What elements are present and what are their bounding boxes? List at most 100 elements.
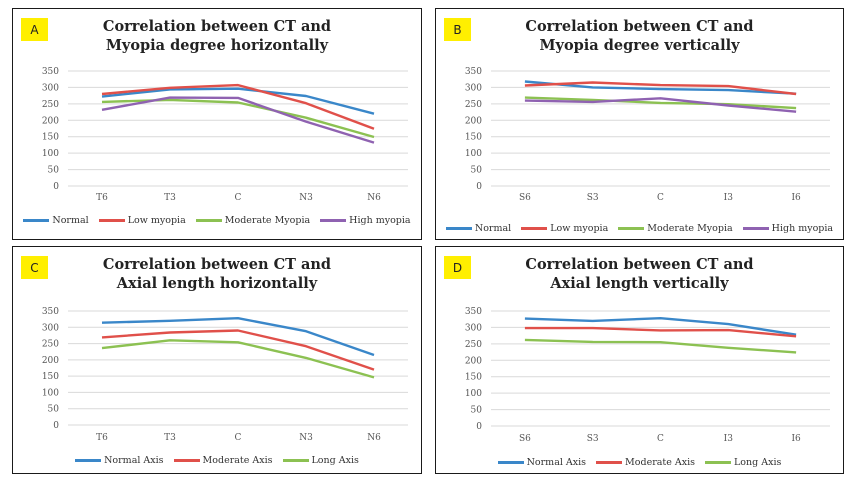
chart-plot-a: 0 50 100 150 200 250 300 350 T6 T3 C N3 N6: [42, 67, 408, 203]
panel-label-badge: D: [444, 256, 471, 279]
y-tick-label: 50: [48, 405, 60, 415]
y-tick-label: 300: [465, 83, 482, 93]
series-line: [101, 329, 375, 371]
legend-item: Normal Axis: [75, 455, 164, 466]
panel-label-badge: C: [21, 256, 48, 279]
y-tick-label: 150: [42, 133, 59, 143]
legend-label: Long Axis: [734, 457, 782, 468]
legend-label: High myopia: [771, 223, 834, 234]
series-line: [101, 339, 375, 379]
x-tick-label: I3: [724, 434, 734, 444]
series-line: [101, 83, 375, 130]
legend-label: Moderate Axis: [202, 455, 273, 466]
chart-panel-d: 0 50 100 150 200 250 300 350 S6 S3 C I3 I6 D Correla…: [435, 246, 844, 474]
legend-item: Moderate Axis: [173, 455, 273, 466]
y-tick-label: 50: [471, 406, 483, 416]
y-tick-label: 150: [465, 133, 482, 143]
legend-item: Low myopia: [521, 223, 608, 234]
chart-title-line-1: Correlation between CT and: [525, 18, 754, 35]
legend-swatch: [596, 461, 623, 464]
y-tick-label: 300: [465, 323, 482, 333]
chart-title: Correlation between CT and Axial length …: [13, 255, 421, 293]
x-tick-label: T3: [164, 433, 176, 443]
legend-swatch: [497, 461, 524, 464]
chart-panel-c: 0 50 100 150 200 250 300 350 T6 T3 C N3 N6 C Correla…: [12, 246, 422, 474]
legend-item: Moderate Myopia: [618, 223, 733, 234]
chart-title: Correlation between CT and Axial length …: [436, 255, 843, 293]
series-line: [101, 96, 375, 144]
series-line: [101, 87, 375, 115]
legend-label: Normal: [52, 215, 89, 226]
x-tick-label: T6: [96, 433, 108, 443]
x-tick-label: I6: [791, 193, 801, 203]
chart-panel-a: 0 50 100 150 200 250 300 350 T6 T3 C N3 N6 A Correla…: [12, 8, 422, 240]
legend-label: High myopia: [349, 215, 411, 226]
y-tick-label: 50: [48, 166, 60, 176]
legend-label: Long Axis: [311, 455, 359, 466]
series-line: [524, 326, 797, 338]
chart-title-line-1: Correlation between CT and: [525, 256, 754, 273]
y-tick-label: 200: [42, 116, 59, 126]
y-tick-label: 300: [42, 83, 59, 93]
series-line: [524, 81, 797, 96]
chart-title-line-1: Correlation between CT and: [102, 18, 332, 35]
chart-plot-b: 0 50 100 150 200 250 300 350 S6 S3 C I3 I6: [465, 67, 830, 203]
x-tick-label: N3: [299, 433, 313, 443]
legend-swatch: [521, 227, 548, 230]
x-tick-label: T6: [96, 193, 108, 203]
legend-swatch: [320, 219, 347, 222]
y-tick-label: 100: [42, 388, 59, 398]
legend-swatch: [742, 227, 769, 230]
x-tick-label: N3: [299, 193, 313, 203]
legend-item: Long Axis: [282, 455, 359, 466]
chart-title-line-2: Myopia degree vertically: [539, 37, 740, 54]
legend-label: Moderate Myopia: [224, 215, 311, 226]
y-tick-label: 100: [465, 389, 482, 399]
legend-label: Normal: [474, 223, 512, 234]
legend-label: Moderate Myopia: [647, 223, 733, 234]
x-tick-label: C: [657, 434, 664, 444]
x-tick-label: N6: [367, 193, 381, 203]
y-tick-label: 250: [465, 340, 482, 350]
legend-swatch: [98, 219, 125, 222]
x-tick-label: S6: [519, 434, 531, 444]
legend-label: Normal Axis: [104, 455, 164, 466]
chart-title-line-2: Myopia degree horizontally: [105, 37, 329, 54]
y-tick-label: 100: [42, 149, 59, 159]
series-line: [524, 80, 797, 95]
y-tick-label: 100: [465, 149, 482, 159]
y-tick-label: 0: [53, 421, 59, 431]
chart-panel-b: 0 50 100 150 200 250 300 350 S6 S3 C I3 I6 B Correla…: [435, 8, 844, 240]
y-tick-label: 50: [471, 166, 483, 176]
chart-legend: Normal Axis Moderate Axis Long Axis: [13, 455, 421, 466]
y-tick-label: 350: [465, 67, 482, 77]
legend-item: Long Axis: [705, 457, 781, 468]
x-tick-label: C: [235, 193, 242, 203]
y-tick-label: 200: [465, 356, 482, 366]
x-tick-label: S3: [587, 193, 599, 203]
legend-item: High myopia: [742, 223, 834, 234]
y-tick-label: 150: [465, 373, 482, 383]
legend-item: Low myopia: [98, 215, 186, 226]
y-tick-label: 250: [42, 340, 59, 350]
chart-legend: Normal Axis Moderate Axis Long Axis: [436, 457, 843, 468]
series-line: [524, 338, 797, 354]
x-tick-label: S6: [519, 193, 531, 203]
x-tick-label: I3: [724, 193, 734, 203]
series-line: [524, 97, 797, 113]
legend-item: Normal: [445, 223, 512, 234]
x-tick-label: C: [657, 193, 664, 203]
y-tick-label: 150: [42, 372, 59, 382]
y-tick-label: 300: [42, 323, 59, 333]
chart-title: Correlation between CT and Myopia degree…: [436, 17, 843, 55]
legend-swatch: [705, 461, 731, 464]
chart-title-line-1: Correlation between CT and: [102, 256, 332, 273]
chart-plot-c: 0 50 100 150 200 250 300 350 T6 T3 C N3 N6: [42, 307, 408, 443]
legend-item: Moderate Myopia: [195, 215, 311, 226]
legend-label: Moderate Axis: [625, 457, 695, 468]
y-tick-label: 350: [42, 67, 59, 77]
series-line: [524, 316, 797, 336]
legend-item: Moderate Axis: [596, 457, 695, 468]
chart-plot-d: 0 50 100 150 200 250 300 350 S6 S3 C I3 I6: [465, 307, 830, 444]
legend-swatch: [195, 219, 222, 222]
